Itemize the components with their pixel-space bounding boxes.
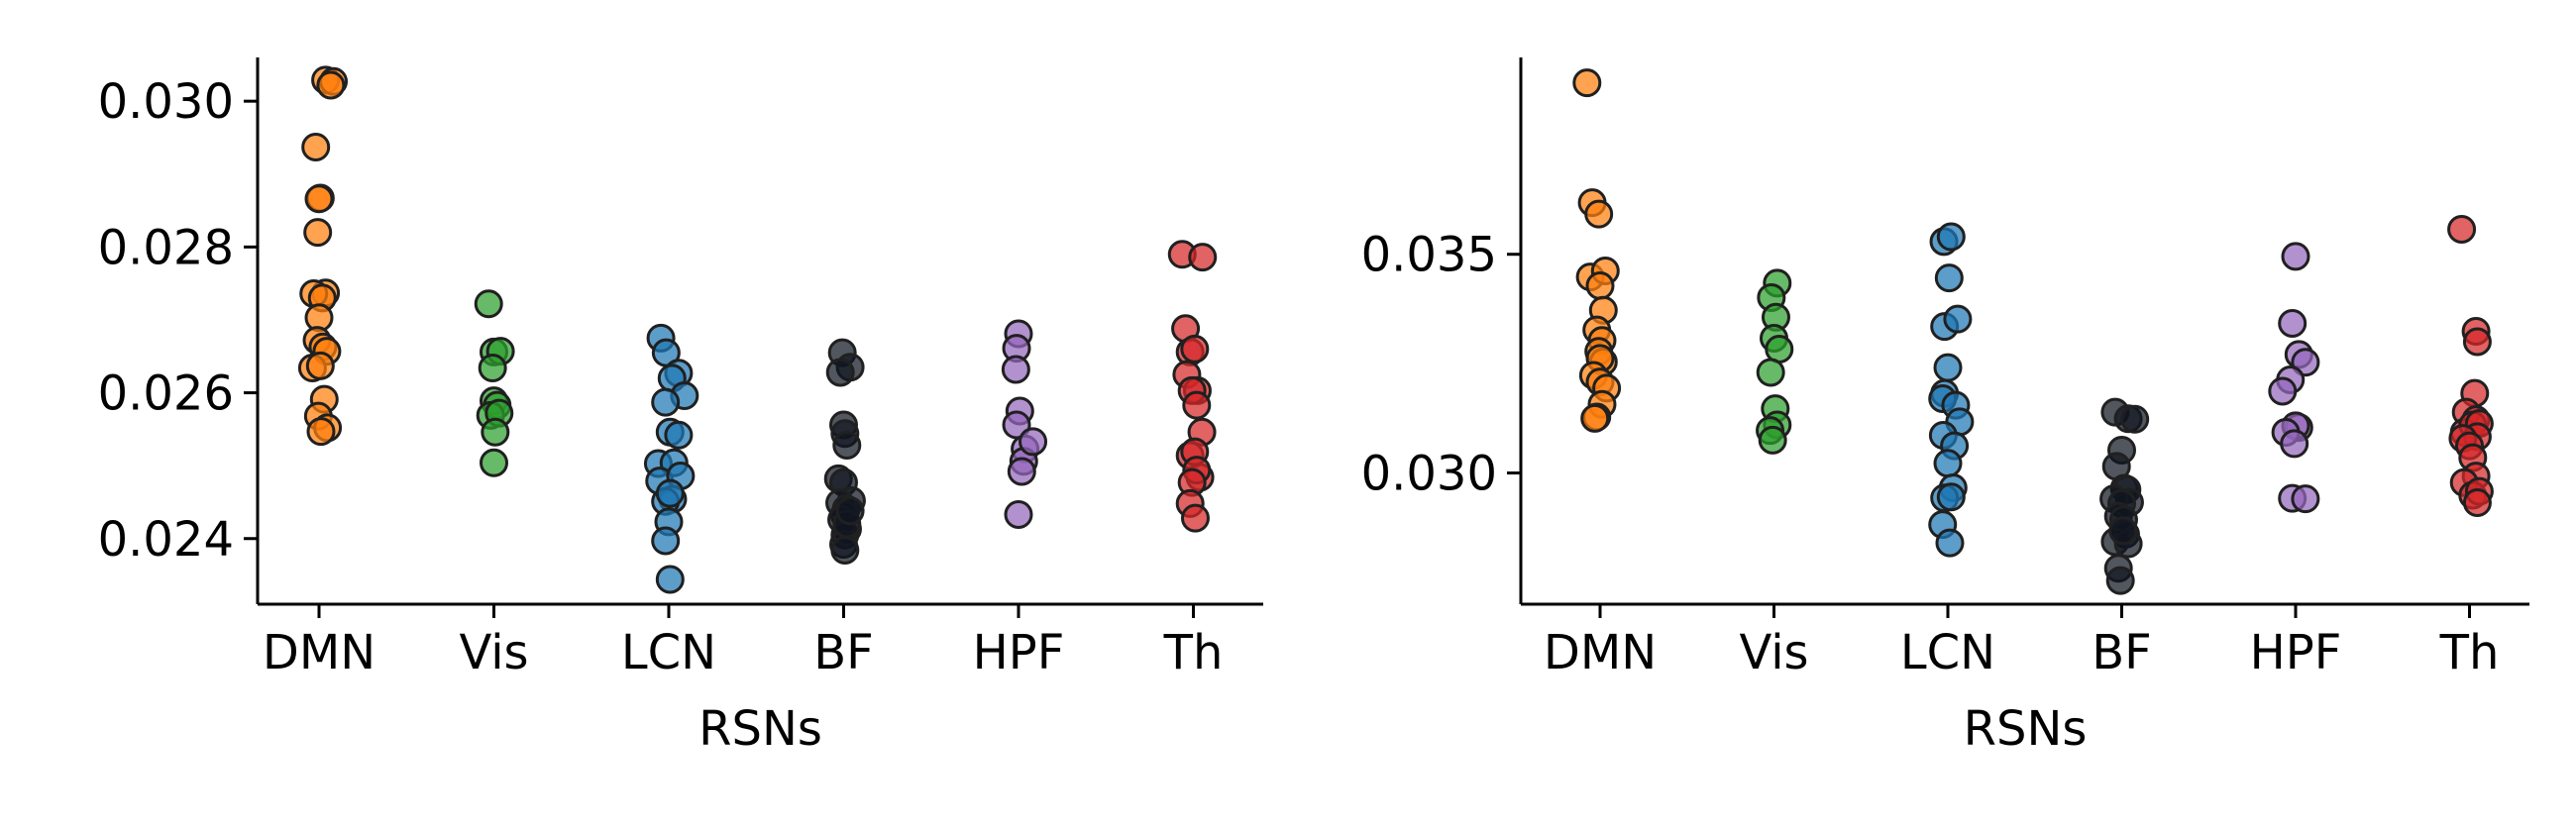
data-point-bf bbox=[2108, 516, 2138, 546]
x-axis-label: RSNs bbox=[698, 701, 822, 757]
data-point-th bbox=[2447, 215, 2477, 245]
x-tick-label-lcn: LCN bbox=[621, 625, 716, 680]
data-point-lcn bbox=[1943, 304, 1973, 334]
x-tick-label-vis: Vis bbox=[459, 625, 528, 680]
data-point-dmn bbox=[304, 184, 334, 214]
data-point-vis bbox=[481, 417, 510, 447]
x-tick-label-th: Th bbox=[1163, 625, 1224, 680]
data-point-dmn bbox=[1584, 199, 1614, 229]
data-point-lcn bbox=[651, 526, 681, 556]
data-point-lcn bbox=[651, 387, 681, 417]
y-tick-label: 0.035 bbox=[1361, 228, 1497, 283]
data-point-bf bbox=[2105, 566, 2135, 595]
data-point-hpf bbox=[2268, 376, 2298, 406]
data-point-dmn bbox=[1585, 271, 1615, 301]
data-point-vis bbox=[480, 448, 508, 477]
data-point-dmn bbox=[301, 133, 331, 162]
data-point-dmn bbox=[316, 70, 346, 100]
data-point-th bbox=[1182, 390, 1212, 420]
left-scatter-panel: 0.024 0.026 0.028 0.030 DMN Vis LCN BF HPF Th RSNs bbox=[98, 57, 1263, 757]
data-point-hpf bbox=[2280, 429, 2309, 459]
data-point-vis bbox=[1758, 425, 1787, 455]
data-point-dmn bbox=[1572, 68, 1602, 98]
data-point-hpf bbox=[1001, 355, 1030, 384]
data-point-hpf bbox=[1004, 499, 1033, 529]
x-tick-label-hpf: HPF bbox=[2250, 625, 2342, 680]
right-scatter-panel: 0.030 0.035 DMN Vis LCN BF HPF Th RSNs bbox=[1361, 57, 2529, 757]
data-point-hpf bbox=[1007, 457, 1036, 486]
x-tick-label-bf: BF bbox=[813, 625, 874, 680]
x-tick-label-dmn: DMN bbox=[263, 625, 376, 680]
x-axis-label: RSNs bbox=[1964, 701, 2088, 757]
data-point-dmn bbox=[1580, 403, 1610, 433]
data-point-th bbox=[2462, 327, 2492, 357]
data-point-th bbox=[2462, 488, 2492, 518]
data-point-lcn bbox=[1935, 528, 1965, 558]
data-point-vis bbox=[478, 354, 507, 383]
data-point-dmn bbox=[306, 417, 336, 447]
data-point-th bbox=[1188, 243, 1218, 272]
data-point-th bbox=[1180, 334, 1210, 364]
y-tick-label: 0.030 bbox=[1361, 447, 1497, 502]
x-tick-label-lcn: LCN bbox=[1900, 625, 1995, 680]
x-tick-label-th: Th bbox=[2439, 625, 2500, 680]
data-point-dmn bbox=[303, 218, 333, 248]
data-point-th bbox=[1180, 503, 1210, 533]
x-tick-label-bf: BF bbox=[2092, 625, 2152, 680]
data-point-dmn bbox=[305, 351, 335, 380]
y-tick-label: 0.026 bbox=[98, 366, 234, 422]
x-tick-label-hpf: HPF bbox=[973, 625, 1065, 680]
data-point-hpf bbox=[2281, 242, 2310, 271]
data-point-vis bbox=[474, 289, 503, 319]
data-point-hpf bbox=[2278, 308, 2308, 338]
y-tick-label: 0.024 bbox=[98, 512, 234, 568]
data-point-hpf bbox=[1019, 427, 1048, 457]
data-point-vis bbox=[1756, 358, 1785, 387]
y-tick-label: 0.030 bbox=[98, 74, 234, 130]
data-point-lcn bbox=[655, 478, 685, 508]
data-point-lcn bbox=[1933, 449, 1963, 478]
data-point-hpf bbox=[2291, 484, 2320, 514]
data-point-lcn bbox=[1936, 482, 1966, 512]
data-point-lcn bbox=[655, 565, 685, 594]
data-point-lcn bbox=[1933, 353, 1963, 382]
data-point-lcn bbox=[1934, 263, 1964, 293]
data-point-lcn bbox=[664, 420, 694, 450]
data-point-bf bbox=[830, 536, 860, 566]
data-point-bf bbox=[2120, 404, 2150, 434]
data-point-bf bbox=[832, 431, 862, 461]
x-tick-label-vis: Vis bbox=[1739, 625, 1808, 680]
y-tick-label: 0.028 bbox=[98, 220, 234, 275]
x-tick-label-dmn: DMN bbox=[1544, 625, 1657, 680]
data-point-lcn bbox=[1936, 222, 1966, 252]
data-point-bf bbox=[835, 496, 865, 526]
data-point-bf bbox=[825, 358, 855, 387]
